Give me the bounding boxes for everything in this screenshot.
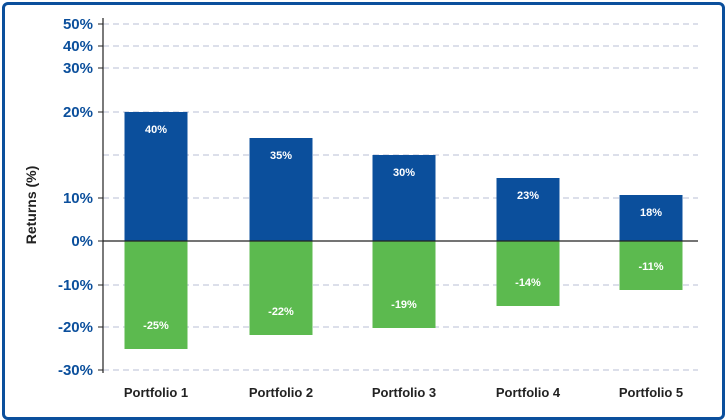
data-label-negative: -11% (638, 261, 663, 273)
data-label-negative: -19% (391, 299, 417, 311)
data-label-positive: 30% (393, 167, 415, 179)
data-label-negative: -25% (143, 320, 169, 332)
bar-positive (249, 138, 313, 241)
data-label-positive: 40% (145, 124, 167, 136)
x-category-label: Portfolio 3 (372, 385, 436, 400)
bars: 40% -25% 35% -22% 30% -19% 23% -14% 18% -11% (124, 112, 683, 349)
y-tick-label: 40% (63, 38, 93, 55)
y-axis-label: Returns (%) (23, 166, 39, 245)
bar-negative (124, 241, 188, 349)
y-tick-label: 20% (63, 104, 93, 121)
bar-positive (124, 112, 188, 241)
y-tick-label: -30% (58, 362, 93, 379)
x-category-label: Portfolio 5 (619, 385, 683, 400)
x-category-labels: Portfolio 1 Portfolio 2 Portfolio 3 Portfol… (124, 385, 683, 400)
x-category-label: Portfolio 4 (496, 385, 561, 400)
x-category-label: Portfolio 1 (124, 385, 188, 400)
gridlines (103, 23, 698, 371)
y-tick-label: -20% (58, 319, 93, 336)
bar-negative (372, 241, 436, 328)
y-tick-labels: 50% 40% 30% 20% 10% 0% -10% -20% -30% (58, 16, 93, 379)
y-tick-label: 30% (63, 60, 93, 77)
bar-negative (249, 241, 313, 335)
bar-positive (496, 178, 560, 241)
data-label-positive: 18% (640, 207, 662, 219)
y-tick-label: 10% (63, 190, 93, 207)
bar-negative (619, 241, 683, 290)
bar-positive (619, 195, 683, 241)
axes (98, 18, 698, 373)
bar-positive (372, 155, 436, 241)
x-category-label: Portfolio 2 (249, 385, 313, 400)
bar-negative (496, 241, 560, 306)
y-tick-label: -10% (58, 277, 93, 294)
data-label-negative: -14% (515, 277, 541, 289)
data-label-positive: 35% (270, 150, 292, 162)
y-tick-label: 50% (63, 16, 93, 33)
y-tick-label: 0% (71, 233, 93, 250)
data-label-positive: 23% (517, 190, 539, 202)
data-label-negative: -22% (268, 306, 294, 318)
